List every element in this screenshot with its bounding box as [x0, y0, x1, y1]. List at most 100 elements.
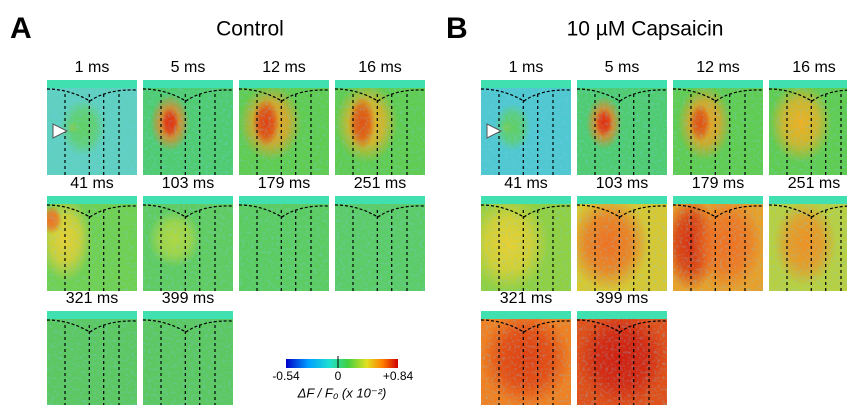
- frame-label: 12 ms: [696, 59, 740, 76]
- frame-label: 251 ms: [788, 175, 840, 192]
- boundary-top: [577, 319, 667, 333]
- noise: [143, 311, 233, 405]
- frame-label: 1 ms: [75, 59, 110, 76]
- frame: 1 ms: [481, 59, 571, 175]
- frame-label: 12 ms: [262, 59, 306, 76]
- noise: [481, 196, 571, 291]
- frame: 103 ms: [143, 175, 233, 291]
- top-strip: [335, 196, 425, 204]
- top-strip: [481, 80, 571, 88]
- frame-image: [239, 80, 329, 175]
- frame-image: [673, 196, 763, 291]
- frame: 41 ms: [47, 175, 137, 291]
- frame-image: [673, 80, 763, 175]
- frame-label: 179 ms: [692, 175, 744, 192]
- stimulus-arrowhead: [486, 123, 503, 139]
- top-strip: [673, 196, 763, 204]
- noise: [335, 80, 425, 175]
- frame-image: [335, 80, 425, 175]
- boundary-top: [143, 319, 233, 333]
- boundary-top: [577, 204, 667, 218]
- frame-image: [769, 80, 847, 175]
- boundary-top: [335, 204, 425, 218]
- top-strip: [481, 196, 571, 204]
- frame: 16 ms: [335, 59, 425, 175]
- top-strip: [239, 196, 329, 204]
- frame: 103 ms: [577, 175, 667, 291]
- noise: [47, 196, 137, 291]
- noise: [481, 80, 571, 175]
- frame: 12 ms: [673, 59, 763, 175]
- frame-image: [481, 311, 571, 405]
- frame-image: [577, 80, 667, 175]
- top-strip: [239, 80, 329, 88]
- frame: 12 ms: [239, 59, 329, 175]
- noise: [577, 196, 667, 291]
- top-strip: [143, 196, 233, 204]
- top-strip: [143, 80, 233, 88]
- frame: 179 ms: [673, 175, 763, 291]
- frame-image: [577, 311, 667, 405]
- noise: [673, 196, 763, 291]
- colorbar-mid: 0: [335, 369, 342, 383]
- frame-label: 5 ms: [171, 59, 206, 76]
- frame: 321 ms: [47, 290, 137, 405]
- frame-image: [143, 80, 233, 175]
- noise: [47, 311, 137, 405]
- noise: [143, 196, 233, 291]
- boundary-top: [47, 319, 137, 333]
- colorbar: -0.54 0 +0.84 ΔF / F₀ (x 10⁻²): [272, 356, 414, 400]
- frame: 41 ms: [481, 175, 571, 291]
- frame-label: 41 ms: [70, 175, 114, 192]
- boundary-top: [481, 204, 571, 218]
- noise: [769, 80, 847, 175]
- frame: 399 ms: [577, 290, 667, 405]
- top-strip: [47, 80, 137, 88]
- frame-image: [769, 196, 847, 291]
- colorbar-axis-label: ΔF / F₀ (x 10⁻²): [297, 385, 387, 400]
- stimulus-arrowhead: [52, 123, 69, 139]
- noise: [335, 196, 425, 291]
- panel-label: B: [446, 12, 468, 45]
- frame-label: 321 ms: [66, 290, 118, 307]
- frame: 251 ms: [335, 175, 425, 291]
- panel-title: 10 µM Capsaicin: [567, 18, 724, 41]
- boundary-top: [673, 204, 763, 218]
- frame-image: [47, 311, 137, 405]
- top-strip: [481, 311, 571, 319]
- noise: [673, 80, 763, 175]
- noise: [47, 80, 137, 175]
- colorbar-max: +0.84: [383, 369, 414, 383]
- top-strip: [577, 196, 667, 204]
- top-strip: [769, 80, 847, 88]
- top-strip: [143, 311, 233, 319]
- frame-image: [577, 196, 667, 291]
- frame-label: 41 ms: [504, 175, 548, 192]
- boundary-top: [481, 88, 571, 102]
- top-strip: [673, 80, 763, 88]
- frame: 179 ms: [239, 175, 329, 291]
- boundary-top: [239, 204, 329, 218]
- frame-image: [143, 311, 233, 405]
- top-strip: [47, 311, 137, 319]
- frame-label: 399 ms: [162, 290, 214, 307]
- boundary-top: [577, 88, 667, 102]
- top-strip: [335, 80, 425, 88]
- boundary-top: [673, 88, 763, 102]
- boundary-top: [47, 88, 137, 102]
- frame-label: 1 ms: [509, 59, 544, 76]
- frame: 321 ms: [481, 290, 571, 405]
- noise: [239, 80, 329, 175]
- frame-image: [481, 196, 571, 291]
- frame-image: [47, 80, 137, 175]
- frame-image: [239, 196, 329, 291]
- top-strip: [577, 311, 667, 319]
- frame: 5 ms: [577, 59, 667, 175]
- top-strip: [577, 80, 667, 88]
- panel-title: Control: [216, 18, 284, 41]
- frame-image: [335, 196, 425, 291]
- frame: 5 ms: [143, 59, 233, 175]
- boundary-top: [481, 319, 571, 333]
- frame-label: 321 ms: [500, 290, 552, 307]
- frame-label: 16 ms: [358, 59, 402, 76]
